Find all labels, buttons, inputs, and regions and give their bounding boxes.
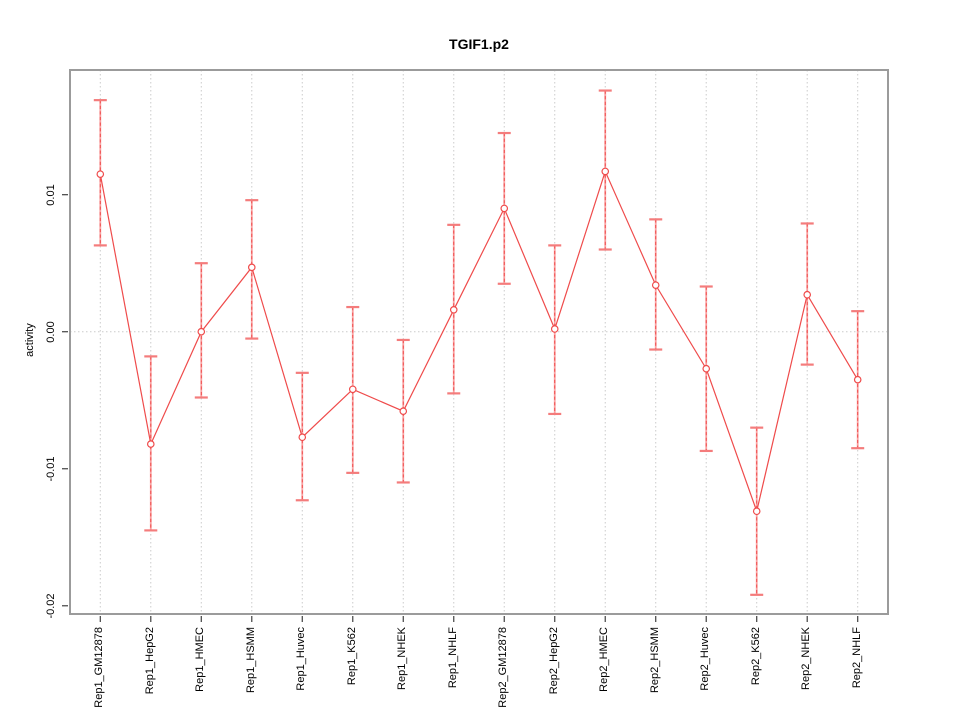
x-tick-label: Rep1_HepG2: [143, 627, 156, 695]
data-point-marker: [247, 263, 256, 272]
x-tick-label: Rep2_HepG2: [547, 627, 560, 695]
data-point-marker: [298, 433, 307, 442]
data-point-marker: [500, 204, 509, 213]
x-tick-label: Rep2_Huvec: [699, 627, 712, 691]
chart-title: TGIF1.p2: [449, 36, 509, 52]
data-point-marker: [96, 170, 105, 178]
data-point-marker: [702, 364, 711, 373]
x-tick-label: Rep1_HSMM: [244, 627, 257, 694]
data-point-marker: [146, 440, 155, 448]
x-tick-label: Rep1_NHEK: [396, 627, 409, 690]
x-tick-label: Rep2_K562: [749, 627, 762, 686]
data-point-marker: [651, 281, 660, 289]
x-tick-label: Rep2_GM12878: [497, 627, 510, 708]
plot-border: [69, 69, 889, 615]
data-point-marker: [197, 327, 206, 336]
data-point-marker: [601, 167, 610, 176]
y-tick-label: -0.01: [45, 456, 57, 482]
data-point-marker: [803, 290, 812, 299]
data-point-marker: [399, 407, 408, 415]
y-tick-label: 0.01: [45, 183, 57, 206]
x-tick-label: Rep1_K562: [345, 627, 358, 686]
x-tick-label: Rep2_NHLF: [850, 627, 863, 689]
x-tick-label: Rep2_HSMM: [648, 627, 661, 694]
data-point-marker: [853, 375, 862, 384]
series-line: [99, 169, 859, 514]
x-tick-label: Rep1_HMEC: [194, 627, 207, 692]
data-point-marker: [550, 325, 559, 333]
x-tick-label: Rep2_HMEC: [598, 627, 611, 692]
data-point-marker: [348, 385, 357, 394]
x-tick-label: Rep1_GM12878: [93, 627, 106, 708]
x-tick-label: Rep1_Huvec: [295, 627, 308, 691]
x-tick-label: Rep2_NHEK: [800, 627, 813, 690]
y-tick-label: 0.00: [45, 321, 57, 343]
data-point-marker: [449, 305, 458, 314]
y-tick-label: -0.02: [45, 593, 57, 619]
data-point-marker: [752, 507, 761, 516]
x-tick-label: Rep1_NHLF: [446, 627, 459, 689]
